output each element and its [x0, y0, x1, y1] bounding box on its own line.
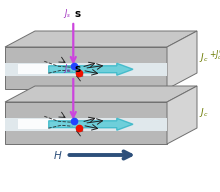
Polygon shape	[18, 119, 75, 129]
Text: $+J_c'$: $+J_c'$	[209, 48, 220, 62]
Polygon shape	[5, 31, 197, 47]
Text: $J_c$: $J_c$	[199, 106, 209, 119]
Polygon shape	[5, 63, 167, 76]
Text: $H$: $H$	[53, 149, 62, 161]
Polygon shape	[5, 86, 197, 102]
Text: $\mathbf{s}$: $\mathbf{s}$	[74, 64, 82, 74]
Polygon shape	[5, 47, 167, 89]
Polygon shape	[18, 64, 75, 74]
Text: $J_s$: $J_s$	[63, 7, 71, 20]
Polygon shape	[167, 31, 197, 89]
Text: $J_c$: $J_c$	[199, 51, 209, 64]
FancyArrow shape	[49, 63, 133, 75]
Text: $\mathbf{s}$: $\mathbf{s}$	[74, 9, 82, 19]
Text: $J_s$: $J_s$	[63, 62, 71, 75]
Polygon shape	[5, 102, 167, 144]
FancyArrow shape	[49, 118, 133, 130]
Polygon shape	[5, 118, 167, 131]
Polygon shape	[167, 86, 197, 144]
